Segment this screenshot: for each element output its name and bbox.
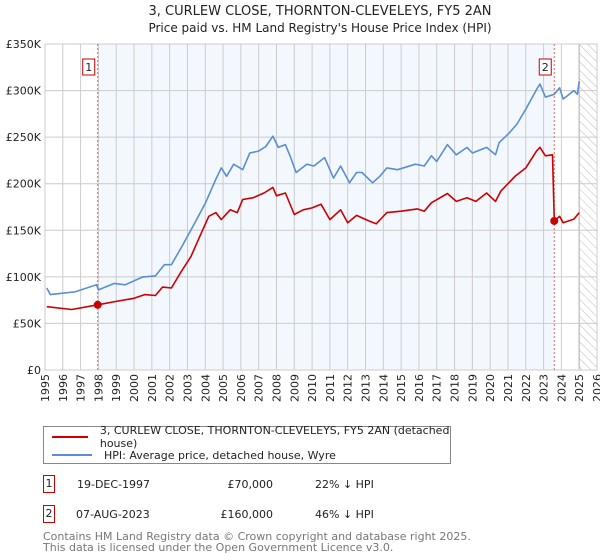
legend-label-hpi: HPI: Average price, detached house, Wyre: [104, 448, 336, 462]
legend-swatch-red: [52, 436, 88, 438]
sale-label-number: 1: [85, 61, 92, 74]
x-tick-label: 1999: [110, 374, 123, 402]
sale-badge: 2: [43, 505, 55, 523]
x-tick-label: 2017: [431, 374, 444, 402]
sale-price: £160,000: [220, 508, 274, 521]
sale-label-box: [538, 58, 552, 76]
x-tick-label: 1995: [39, 374, 52, 402]
y-tick-label: £350K: [6, 38, 42, 51]
x-tick-label: 2013: [360, 374, 373, 402]
y-tick-label: £300K: [6, 85, 42, 98]
y-tick-label: £250K: [6, 131, 42, 144]
x-tick-label: 2025: [573, 374, 586, 402]
sale-point: [550, 216, 559, 225]
x-tick-label: 2009: [288, 374, 301, 402]
x-tick-label: 2024: [555, 374, 568, 402]
x-tick-label: 2002: [164, 374, 177, 402]
x-tick-label: 2019: [466, 374, 479, 402]
price-chart: 3, CURLEW CLOSE, THORNTON-CLEVELEYS, FY5…: [6, 4, 600, 402]
sale-hpi-diff: 22% ↓ HPI: [315, 478, 374, 491]
x-tick-label: 2008: [270, 374, 283, 402]
sale-badge: 1: [43, 475, 55, 493]
x-tick-label: 2020: [484, 374, 497, 402]
y-tick-label: £100K: [6, 271, 42, 284]
sale-label-number: 2: [542, 61, 549, 74]
x-tick-label: 2003: [181, 374, 194, 402]
sale-date: 19-DEC-1997: [77, 478, 151, 491]
x-tick-label: 2011: [324, 374, 337, 402]
x-tick-label: 2007: [253, 374, 266, 402]
x-tick-label: 2023: [538, 374, 551, 402]
legend-item-hpi: HPI: Average price, detached house, Wyre: [52, 448, 336, 462]
x-tick-label: 1996: [57, 374, 70, 402]
y-tick-label: £50K: [13, 317, 42, 330]
x-tick-label: 2004: [199, 374, 212, 402]
chart-title: 3, CURLEW CLOSE, THORNTON-CLEVELEYS, FY5…: [149, 4, 492, 19]
plot-border: [44, 43, 598, 371]
hpi-line: [46, 81, 580, 296]
x-tick-label: 2015: [395, 374, 408, 402]
y-tick-label: £150K: [6, 224, 42, 237]
forecast-hatch: [579, 44, 597, 370]
x-tick-label: 2026: [591, 374, 600, 402]
x-tick-label: 1998: [92, 374, 105, 402]
x-tick-label: 2014: [377, 374, 390, 402]
legend-item-property: 3, CURLEW CLOSE, THORNTON-CLEVELEYS, FY5…: [52, 424, 450, 450]
sale-hpi-diff: 46% ↓ HPI: [315, 508, 374, 521]
x-tick-label: 2012: [342, 374, 355, 402]
legend-swatch-blue: [52, 454, 92, 456]
legend: 3, CURLEW CLOSE, THORNTON-CLEVELEYS, FY5…: [43, 424, 451, 464]
x-tick-label: 2001: [146, 374, 159, 402]
x-tick-label: 2022: [520, 374, 533, 402]
y-tick-label: £200K: [6, 178, 42, 191]
sale-label-box: [82, 58, 96, 76]
property-price-line: [46, 146, 580, 311]
x-tick-label: 2010: [306, 374, 319, 402]
sale-date: 07-AUG-2023: [76, 508, 150, 521]
chart-subtitle: Price paid vs. HM Land Registry's House …: [148, 21, 491, 35]
y-tick-label: £0: [27, 364, 41, 377]
x-tick-label: 1997: [75, 374, 88, 402]
x-tick-label: 2000: [128, 374, 141, 402]
x-tick-label: 2006: [235, 374, 248, 402]
ownership-shading: [97, 44, 555, 370]
legend-label-property: 3, CURLEW CLOSE, THORNTON-CLEVELEYS, FY5…: [99, 424, 450, 450]
x-tick-label: 2005: [217, 374, 230, 402]
x-tick-label: 2021: [502, 374, 515, 402]
sale-price: £70,000: [227, 478, 274, 491]
x-tick-label: 2018: [449, 374, 462, 402]
footer-copyright: Contains HM Land Registry data © Crown c…: [43, 530, 471, 543]
x-tick-label: 2016: [413, 374, 426, 402]
sale-point: [93, 300, 102, 309]
footer-licence: This data is licensed under the Open Gov…: [43, 541, 394, 554]
